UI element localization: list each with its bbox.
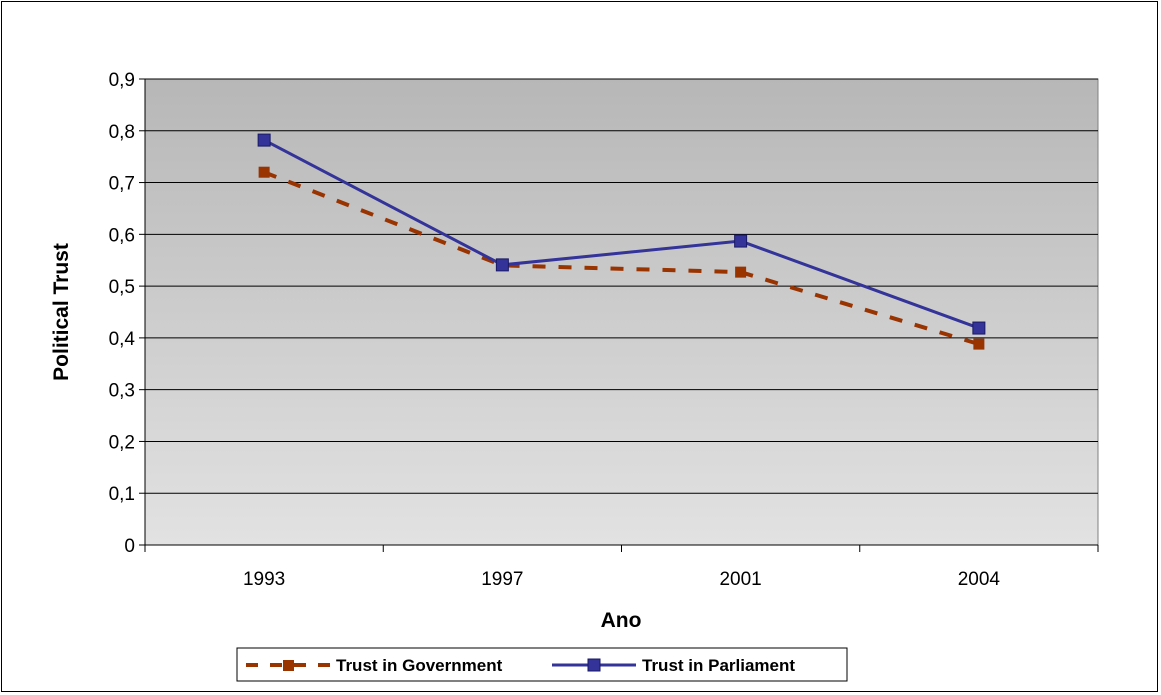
y-tick-label: 0,8 (109, 122, 135, 143)
y-tick-label: 0,3 (109, 381, 135, 402)
y-axis-title: Political Trust (50, 243, 73, 381)
legend-box (236, 647, 848, 682)
series-line (263, 170, 980, 347)
y-tick-label: 0,4 (109, 329, 136, 350)
data-point (973, 338, 985, 350)
x-tick-label: 1993 (243, 569, 285, 590)
data-point (258, 166, 270, 178)
series-parliament (257, 133, 986, 335)
gridlines (145, 78, 1098, 494)
legend-swatch-parliament-marker (587, 658, 601, 672)
y-tick-label: 0 (124, 536, 135, 557)
y-tick-label: 0,9 (109, 70, 135, 91)
x-tick-label: 2004 (958, 569, 1001, 590)
y-tick-label: 0,7 (109, 174, 135, 195)
data-point (734, 234, 748, 248)
y-tick-label: 0,2 (109, 432, 135, 453)
data-point (972, 321, 986, 335)
data-point (257, 133, 271, 147)
plot-area (144, 78, 1099, 546)
y-tick-label: 0,5 (109, 277, 135, 298)
y-axis-ticks: 0 0,1 0,2 0,3 0,4 0,5 0,6 0,7 0,8 0,9 (109, 70, 145, 557)
data-point (735, 266, 747, 278)
y-tick-label: 0,1 (109, 484, 135, 505)
x-tick-label: 2001 (719, 569, 761, 590)
y-tick-label: 0,6 (109, 225, 135, 246)
data-point (495, 258, 509, 272)
legend-label-government: Trust in Government (336, 656, 503, 675)
x-axis-title: Ano (601, 609, 642, 632)
series-layer (257, 133, 986, 350)
legend-label-parliament: Trust in Parliament (642, 656, 795, 675)
legend: Trust in Government Trust in Parliament (236, 647, 848, 682)
legend-swatch-government-marker (283, 660, 294, 671)
x-axis-ticks: 1993 1997 2001 2004 (144, 545, 1099, 590)
series-line (263, 138, 980, 330)
x-tick-label: 1997 (481, 569, 523, 590)
